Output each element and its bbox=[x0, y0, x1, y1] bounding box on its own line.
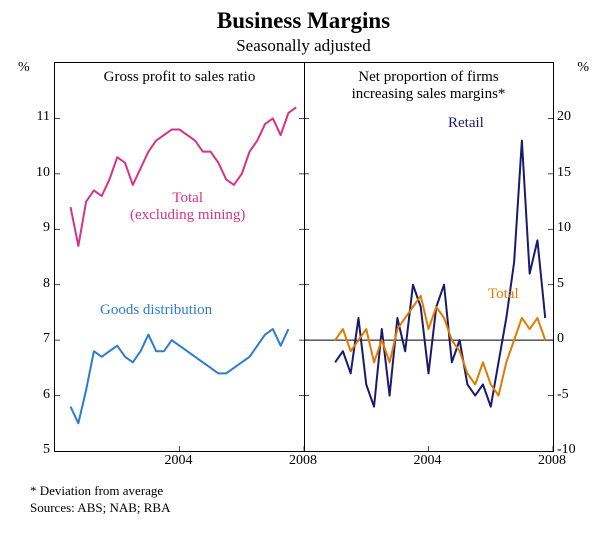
left-ytick-label: 11 bbox=[10, 109, 50, 125]
label-total-ex-mining: Total (excluding mining) bbox=[130, 190, 245, 224]
label-total-ex-mining-l1: Total bbox=[172, 190, 203, 206]
xtick-label: 2008 bbox=[538, 453, 566, 547]
left-ytick-label: 6 bbox=[10, 387, 50, 403]
left-panel-svg bbox=[55, 63, 304, 451]
right-ytick-label: 10 bbox=[557, 220, 597, 236]
xtick-label: 2004 bbox=[414, 453, 442, 547]
left-ytick-label: 7 bbox=[10, 331, 50, 347]
left-y-unit: % bbox=[18, 60, 30, 76]
chart-subtitle: Seasonally adjusted bbox=[0, 36, 607, 56]
chart-title: Business Margins bbox=[0, 0, 607, 34]
left-ytick-label: 10 bbox=[10, 165, 50, 181]
label-total: Total bbox=[488, 286, 519, 303]
right-ytick-label: 0 bbox=[557, 331, 597, 347]
left-ytick-label: 5 bbox=[10, 442, 50, 458]
chart-container: Business Margins Seasonally adjusted % %… bbox=[0, 0, 607, 527]
footnote-sources: Sources: ABS; NAB; RBA bbox=[30, 499, 171, 517]
right-ytick-label: 20 bbox=[557, 109, 597, 125]
xtick-label: 2008 bbox=[289, 453, 317, 547]
right-panel-svg bbox=[304, 63, 553, 451]
right-y-unit: % bbox=[577, 60, 589, 76]
label-total-ex-mining-l2: (excluding mining) bbox=[130, 207, 245, 223]
left-ytick-label: 8 bbox=[10, 276, 50, 292]
right-ytick-label: 15 bbox=[557, 165, 597, 181]
right-panel: Net proportion of firms increasing sales… bbox=[304, 63, 553, 451]
right-ytick-label: -5 bbox=[557, 387, 597, 403]
left-panel: Gross profit to sales ratio bbox=[55, 63, 305, 451]
label-retail: Retail bbox=[448, 115, 484, 132]
footnote: * Deviation from average Sources: ABS; N… bbox=[30, 482, 171, 517]
footnote-star: * Deviation from average bbox=[30, 482, 171, 500]
right-ytick-label: 5 bbox=[557, 276, 597, 292]
left-ytick-label: 9 bbox=[10, 220, 50, 236]
label-goods-distribution: Goods distribution bbox=[100, 302, 212, 319]
